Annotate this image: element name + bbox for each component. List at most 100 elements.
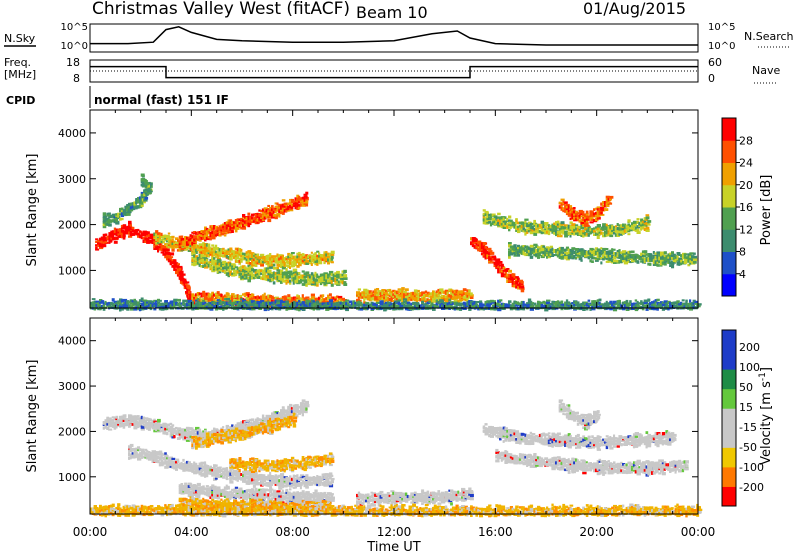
scatter-cell [209,250,212,254]
scatter-cell [285,261,289,264]
scatter-cell [399,303,402,308]
scatter-cell [515,307,519,311]
scatter-cell [555,250,558,253]
scatter-cell [193,239,196,242]
scatter-cell [211,260,215,263]
scatter-cell [249,303,252,307]
scatter-cell [220,248,224,252]
scatter-cell [272,263,276,267]
scatter-cell [441,294,445,297]
scatter-cell [133,201,137,204]
scatter-cell [517,251,519,255]
scatter-cell [213,261,216,264]
scatter-cell [141,198,145,202]
scatter-cell [251,276,254,280]
scatter-cell [149,236,154,239]
scatter-cell [222,307,225,311]
scatter-cell [671,257,674,260]
scatter-cell [307,255,311,259]
scatter-cell [258,299,261,302]
scatter-cell [470,292,473,296]
scatter-cell [290,205,294,209]
scatter-cell [238,266,242,270]
scatter-cell [254,264,258,267]
scatter-cell [218,266,221,270]
scatter-cell [368,299,372,302]
scatter-cell [254,214,258,218]
scatter-cell [211,226,215,230]
scatter-cell [202,256,205,259]
scatter-cell [166,248,170,252]
scatter-cell [533,232,538,236]
scatter-cell [363,294,366,298]
scatter-cell [260,302,264,306]
scatter-cell [641,220,645,223]
scatter-cell [432,290,435,294]
scatter-cell [289,273,293,277]
scatter-cell [289,204,293,209]
scatter-cell [205,299,210,303]
scatter-cell [95,300,99,303]
scatter-cell [515,304,519,307]
scatter-cell [607,257,611,261]
scatter-cell [271,307,274,311]
scatter-cell [251,255,255,258]
scatter-cell [272,271,276,275]
scatter-cell [471,302,477,306]
scatter-cell [328,272,332,276]
scatter-cell [223,262,228,265]
scatter-cell [330,250,335,254]
scatter-cell [520,304,524,308]
scatter-cell [375,288,380,291]
scatter-cell [305,273,308,278]
scatter-cell [260,218,263,222]
scatter-cell [421,297,424,302]
scatter-cell [175,270,178,275]
scatter-cell [271,210,275,214]
scatter-cell [138,302,143,305]
scatter-cell [191,256,195,260]
scatter-cell [301,294,304,298]
scatter-cell [251,272,253,275]
scatter-cell [591,227,594,231]
scatter-cell [394,291,398,295]
scatter-cell [589,221,594,224]
scatter-cell [290,252,295,255]
scatter-cell [272,257,277,261]
scatter-cell [238,298,241,301]
scatter-cell [489,217,493,221]
scatter-cell [403,296,406,300]
scatter-cell [600,231,603,235]
scatter-cell [480,246,484,250]
scatter-cell [629,260,632,264]
scatter-cell [356,304,359,307]
scatter-cell [477,248,480,252]
scatter-cell [571,207,575,210]
scatter-cell [281,275,284,279]
scatter-cell [318,296,321,300]
scatter-cell [385,289,388,292]
scatter-cell [486,248,489,251]
scatter-cell [202,290,206,294]
scatter-cell [303,193,308,196]
scatter-cell [205,249,209,252]
scatter-cell [562,203,566,206]
scatter-cell [327,297,331,300]
scatter-cell [636,225,640,229]
scatter-cell [252,303,256,308]
scatter-cell [379,302,383,306]
scatter-cell [225,221,229,225]
scatter-cell [587,256,591,260]
scatter-cell [493,256,497,259]
scatter-cell [518,284,522,288]
scatter-cell [233,305,237,308]
scatter-cell [267,210,271,213]
scatter-cell [173,265,176,269]
scatter-cell [359,307,363,310]
scatter-cell [240,272,244,276]
scatter-cell [499,261,503,264]
scatter-cell [113,303,117,306]
scatter-cell [146,237,150,240]
scatter-cell [271,255,274,259]
scatter-cell [209,303,213,307]
